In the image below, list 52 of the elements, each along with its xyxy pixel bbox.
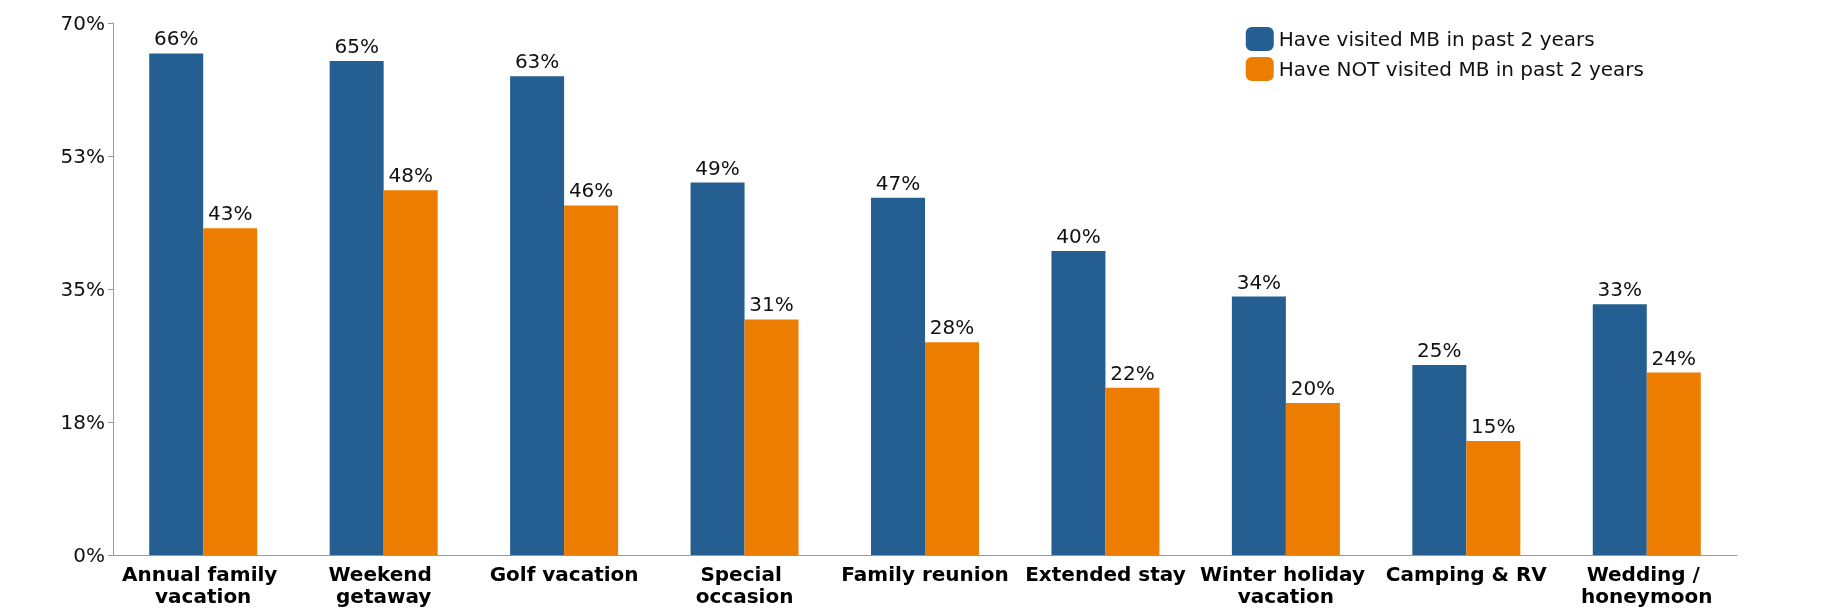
- data-label: 34%: [1236, 269, 1282, 294]
- bar: [925, 342, 979, 555]
- data-label: 20%: [1290, 376, 1336, 400]
- data-label: 63%: [514, 49, 560, 74]
- data-label: 46%: [568, 178, 614, 203]
- bar: [690, 182, 745, 555]
- bar: [744, 319, 799, 555]
- y-tick-label: 18%: [60, 410, 105, 434]
- data-label: 65%: [334, 34, 379, 58]
- x-tick-label: Wedding / honeymoon: [1581, 562, 1713, 608]
- data-label: 48%: [388, 163, 433, 188]
- bar: [1466, 441, 1521, 555]
- y-tick-label: 35%: [60, 277, 105, 301]
- x-tick-label: Extended stay: [1025, 562, 1186, 586]
- data-label: 31%: [749, 292, 794, 317]
- bar: [1285, 403, 1340, 555]
- x-tick-label: Special occasion: [695, 562, 794, 608]
- bar: [1051, 251, 1106, 555]
- bar: [329, 61, 384, 555]
- bar: [203, 228, 258, 555]
- bar: [149, 53, 204, 555]
- bar: [1105, 387, 1160, 555]
- y-tick-label: 0%: [73, 543, 105, 567]
- data-label: 40%: [1056, 224, 1101, 248]
- x-tick-label: Family reunion: [841, 562, 1009, 586]
- legend-label: Have NOT visited MB in past 2 years: [1278, 57, 1645, 81]
- x-tick-label: Golf vacation: [489, 562, 639, 586]
- data-label: 49%: [695, 155, 740, 180]
- bar: [1646, 372, 1701, 555]
- data-label: 28%: [929, 315, 975, 340]
- bar: [1592, 304, 1647, 555]
- data-label: 25%: [1417, 338, 1462, 362]
- y-tick-label: 70%: [60, 11, 105, 35]
- data-label: 22%: [1110, 360, 1155, 385]
- y-tick-label: 53%: [60, 144, 105, 168]
- bar: [383, 190, 438, 555]
- data-label: 24%: [1651, 345, 1696, 370]
- bar: [564, 205, 619, 555]
- x-tick-label: Camping & RV: [1385, 562, 1548, 586]
- x-tick-label: Weekend getaway: [328, 562, 439, 608]
- x-tick-label: Annual family vacation: [122, 562, 285, 608]
- data-label: 43%: [208, 201, 253, 226]
- x-tick-label: Winter holiday vacation: [1199, 562, 1372, 608]
- data-label: 66%: [154, 26, 199, 51]
- bar: [1231, 296, 1286, 555]
- legend-label: Have visited MB in past 2 years: [1278, 27, 1595, 51]
- data-label: 47%: [875, 170, 921, 195]
- bar: [510, 76, 565, 555]
- bar: [871, 197, 925, 555]
- data-label: 33%: [1597, 277, 1642, 302]
- bar: [1412, 365, 1467, 555]
- data-label: 15%: [1471, 414, 1516, 438]
